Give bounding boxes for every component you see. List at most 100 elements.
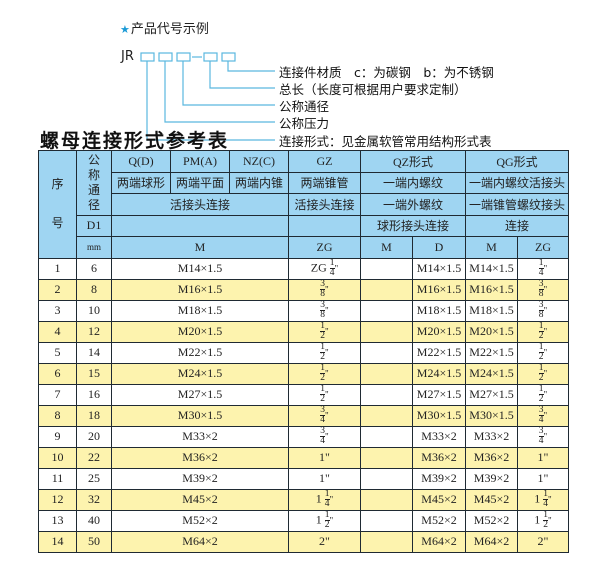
qg-m: M39×2 <box>465 467 518 490</box>
fraction-numerator: 1 <box>538 384 544 395</box>
code-box-diameter <box>176 52 191 62</box>
code-example-title: ★产品代号示例 <box>120 18 209 37</box>
fraction-numerator: 1 <box>543 489 549 500</box>
header-unit: M <box>465 236 518 259</box>
table-row: 12 32 M45×2 1 1 4 " M45×2 M45×2 1 1 4 " <box>38 488 569 511</box>
zg-cell: 1" <box>288 446 361 469</box>
zg-cell: 3 4 " <box>288 425 361 448</box>
header-unit: ZG <box>288 236 361 259</box>
nominal-diameter: 8 <box>76 278 112 301</box>
qg-m: M16×1.5 <box>465 278 518 301</box>
qz-m <box>360 446 413 469</box>
fraction-denominator: 4 <box>320 436 326 446</box>
zg-prefix: 1 <box>315 512 325 527</box>
inch-mark: " <box>325 284 329 295</box>
table-row: 7 16 M27×1.5 1 2 " M27×1.5 M27×1.5 1 2 " <box>38 383 569 406</box>
inch-mark: " <box>543 326 548 337</box>
zg-cell: 1 1 4 " <box>288 488 361 511</box>
table-row: 3 10 M18×1.5 3 8 " M18×1.5 M18×1.5 3 8 " <box>38 299 569 322</box>
table-body: 1 6 M14×1.5 ZG 1 4 " M14×1.5 M14×1.5 1 4 " 2 8 M16×1.… <box>38 257 569 553</box>
zg-prefix: 1" <box>537 471 549 485</box>
code-example-title-text: 产品代号示例 <box>130 22 209 37</box>
fraction-denominator: 2 <box>538 331 544 341</box>
thread-m: M45×2 <box>111 488 289 511</box>
zg-prefix: 1" <box>319 450 330 464</box>
row-number: 12 <box>38 488 77 511</box>
zg-cell: 1 1 4 " <box>517 488 569 511</box>
zg-cell: 2" <box>288 530 361 553</box>
qz-m <box>360 278 413 301</box>
header-desc: 一端外螺纹 <box>360 193 466 216</box>
fraction-numerator: 1 <box>538 363 544 374</box>
nominal-diameter: 50 <box>76 530 112 553</box>
qz-d: M52×2 <box>412 509 466 532</box>
qz-d: M27×1.5 <box>412 383 466 406</box>
qz-d: M39×2 <box>412 467 466 490</box>
thread-m: M64×2 <box>111 530 289 553</box>
zg-cell: 1" <box>517 446 569 469</box>
zg-cell: 2" <box>517 530 569 553</box>
table-row: 10 22 M36×2 1" M36×2 M36×2 1" <box>38 446 569 469</box>
header-unit: M <box>111 236 289 259</box>
table-row: 13 40 M52×2 1 1 2 " M52×2 M52×2 1 1 2 " <box>38 509 569 532</box>
label-length: 总长（长度可根据用户要求定制） <box>279 82 467 97</box>
header-desc: 一端内螺纹 <box>360 171 466 194</box>
nominal-diameter: 20 <box>76 425 112 448</box>
inch-mark: " <box>325 305 329 316</box>
table-title: 螺母连接形式参考表 <box>40 130 230 152</box>
inch-mark: " <box>543 368 548 379</box>
zg-prefix: 1" <box>537 450 549 464</box>
code-box-pressure <box>158 52 173 62</box>
fraction-numerator: 1 <box>329 258 335 269</box>
inch-mark: " <box>548 515 552 526</box>
nominal-diameter: 16 <box>76 383 112 406</box>
header-desc: 活接头连接 <box>111 193 289 216</box>
fraction-denominator: 8 <box>538 310 544 320</box>
code-box-length <box>203 52 218 62</box>
inch-mark: " <box>325 431 329 442</box>
qz-d: M22×1.5 <box>412 341 466 364</box>
qz-m <box>360 425 413 448</box>
row-number: 10 <box>38 446 77 469</box>
inch-mark: " <box>325 389 329 400</box>
thread-m: M39×2 <box>111 467 289 490</box>
nominal-diameter: 12 <box>76 320 112 343</box>
fraction-numerator: 3 <box>320 405 326 416</box>
fraction-numerator: 3 <box>538 426 544 437</box>
nominal-diameter: 15 <box>76 362 112 385</box>
label-diameter: 公称通径 <box>279 99 330 114</box>
fraction-denominator: 4 <box>538 268 544 278</box>
qz-m <box>360 488 413 511</box>
label-material: 连接件材质 c：为碳钢 b：为不锈钢 <box>279 65 494 80</box>
zg-prefix: 2" <box>319 534 330 548</box>
star-icon: ★ <box>120 23 130 36</box>
table-row: 1 6 M14×1.5 ZG 1 4 " M14×1.5 M14×1.5 1 4 " <box>38 257 569 280</box>
nominal-diameter: 14 <box>76 341 112 364</box>
thread-m: M27×1.5 <box>111 383 289 406</box>
header-pm: PM(A) <box>170 150 230 173</box>
thread-m: M18×1.5 <box>111 299 289 322</box>
qg-m: M27×1.5 <box>465 383 518 406</box>
row-number: 6 <box>38 362 77 385</box>
fraction-numerator: 1 <box>320 363 326 374</box>
inch-mark: " <box>543 284 548 295</box>
qz-m <box>360 257 413 280</box>
fraction-denominator: 2 <box>320 373 326 383</box>
inch-mark: " <box>329 494 334 505</box>
header-desc: 两端平面 <box>170 171 230 194</box>
inch-mark: " <box>325 368 329 379</box>
header-qg: QG形式 <box>465 150 569 173</box>
fraction-denominator: 8 <box>320 310 326 320</box>
fraction-numerator: 1 <box>320 321 326 332</box>
qg-m: M36×2 <box>465 446 518 469</box>
leader-line-length <box>209 61 275 89</box>
inch-mark: " <box>325 410 329 421</box>
thread-m: M20×1.5 <box>111 320 289 343</box>
